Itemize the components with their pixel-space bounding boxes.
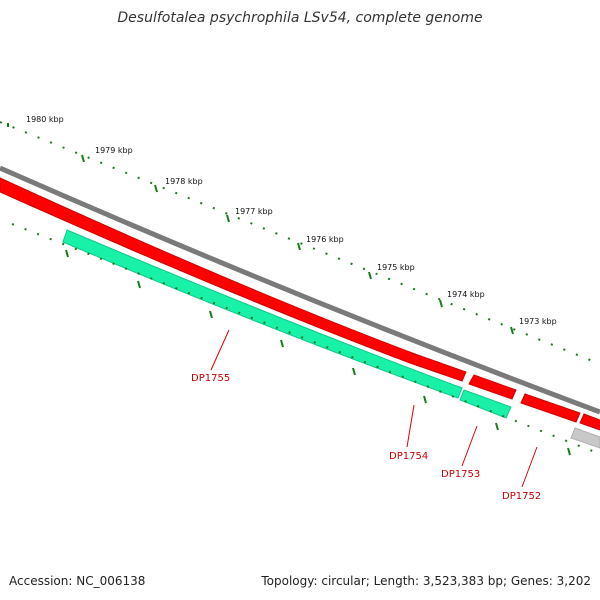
ruler-label-1978: 1978 kbp xyxy=(165,177,203,186)
gene-arrow-red-2 xyxy=(468,374,517,400)
gene-label-dp1755: DP1755 xyxy=(191,373,230,384)
ruler-label-1979: 1979 kbp xyxy=(95,146,133,155)
genome-backbone xyxy=(0,165,600,415)
ruler-label-1976: 1976 kbp xyxy=(306,235,344,244)
accession-text: Accession: NC_006138 xyxy=(9,574,146,588)
gene-arrow-teal-2 xyxy=(459,389,512,419)
gene-labels: DP1755 DP1754 DP1753 DP1752 xyxy=(191,373,541,502)
ruler-label-1973: 1973 kbp xyxy=(519,317,557,326)
inner-ruler-ticks xyxy=(11,223,600,456)
ruler-label-1974: 1974 kbp xyxy=(447,290,485,299)
gene-arrow-red-3 xyxy=(520,393,581,423)
ruler-label-1980: 1980 kbp xyxy=(26,115,64,124)
reverse-genes xyxy=(62,229,512,419)
gene-label-dp1754: DP1754 xyxy=(389,451,428,462)
ruler-label-1975: 1975 kbp xyxy=(377,263,415,272)
other-feature xyxy=(570,427,600,449)
ruler-labels: 1980 kbp 1979 kbp 1978 kbp 1977 kbp 1976… xyxy=(26,115,557,326)
forward-genes xyxy=(0,177,600,431)
ruler-label-1977: 1977 kbp xyxy=(235,207,273,216)
gene-label-lines xyxy=(210,329,538,488)
gene-arrow-teal-1 xyxy=(62,229,463,399)
genome-summary-text: Topology: circular; Length: 3,523,383 bp… xyxy=(261,574,591,588)
map-title: Desulfotalea psychrophila LSv54, complet… xyxy=(117,10,483,26)
gene-label-dp1752: DP1752 xyxy=(502,491,541,502)
gene-arrow-red-1 xyxy=(0,177,467,382)
gene-label-dp1753: DP1753 xyxy=(441,469,480,480)
gene-arrow-red-4 xyxy=(579,413,600,431)
outer-ruler-major-ticks xyxy=(7,123,514,335)
